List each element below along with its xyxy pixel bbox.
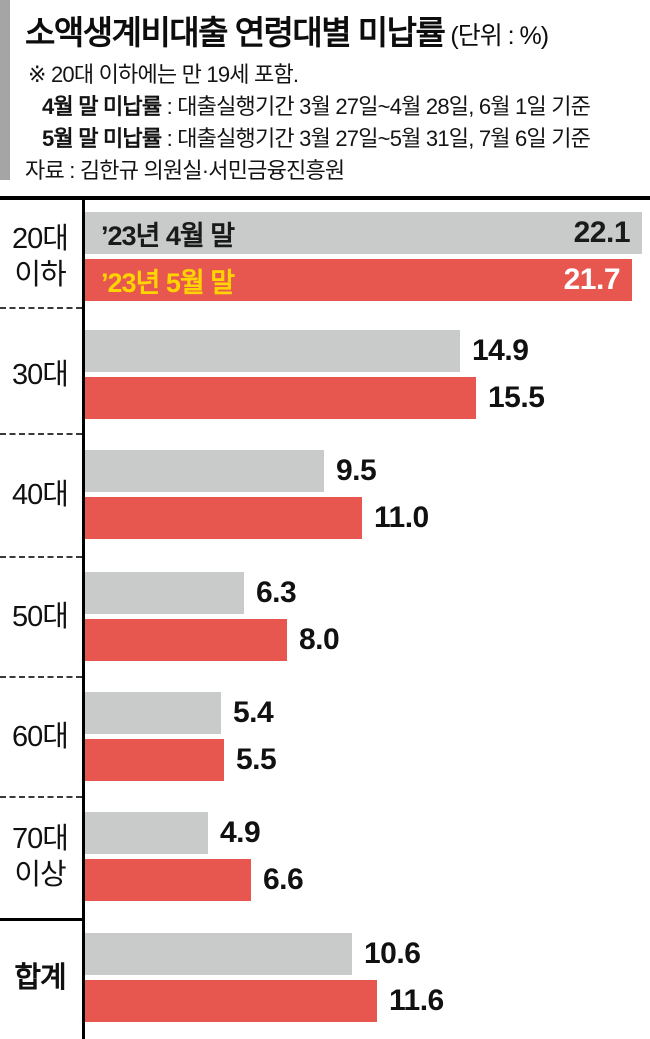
bar-april-1 xyxy=(85,330,460,372)
category-label-line: 60대 xyxy=(12,720,69,753)
header-left-accent-bar xyxy=(0,0,10,180)
category-label-line: 30대 xyxy=(12,358,69,391)
value-label: 21.7 xyxy=(563,263,621,296)
category-label-2: 40대 xyxy=(0,450,80,539)
value-label: 6.6 xyxy=(263,863,304,896)
bar-may-5 xyxy=(85,859,251,901)
footnote-april-text: : 대출실행기간 3월 27일~4월 28일, 6월 1일 기준 xyxy=(161,94,591,119)
bar-april-6 xyxy=(85,933,352,975)
legend-label-may: ’23년 5월 말 xyxy=(101,267,235,298)
bar-may-3 xyxy=(85,619,287,661)
category-label-1: 30대 xyxy=(0,330,80,419)
value-label: 15.5 xyxy=(488,381,545,414)
value-label: 11.0 xyxy=(374,501,429,534)
category-label-line: 50대 xyxy=(12,600,69,633)
footnote-may-definition: 5월 말 미납률 : 대출실행기간 3월 27일~5월 31일, 7월 6일 기… xyxy=(42,121,591,153)
chart-axis-line xyxy=(82,200,85,1039)
category-label-0: 20대 이하 xyxy=(0,212,80,301)
value-label: 11.6 xyxy=(389,984,444,1017)
footnote-may-lead: 5월 말 미납률 xyxy=(42,126,162,151)
value-label: 10.6 xyxy=(364,937,421,970)
footnote-april-definition: 4월 말 미납률 : 대출실행기간 3월 27일~4월 28일, 6월 1일 기… xyxy=(42,89,591,121)
footnote-april-lead: 4월 말 미납률 xyxy=(42,94,162,119)
bar-april-2 xyxy=(85,450,324,492)
title-line: 소액생계비대출 연령대별 미납률 (단위 : %) xyxy=(25,6,645,54)
bar-may-4 xyxy=(85,739,224,781)
value-label: 5.5 xyxy=(236,743,277,776)
category-label-3: 50대 xyxy=(0,572,80,661)
category-label-5: 70대 이상 xyxy=(0,812,80,901)
bar-april-4 xyxy=(85,692,221,734)
bar-april-3 xyxy=(85,572,244,614)
bar-may-6 xyxy=(85,980,377,1022)
value-label: 14.9 xyxy=(472,334,529,367)
category-label-line: 이하 xyxy=(14,258,66,291)
category-separator-line xyxy=(0,796,82,798)
footnote-age-inclusion: ※ 20대 이하에는 만 19세 포함. xyxy=(28,62,299,87)
category-label-line: 40대 xyxy=(12,478,69,511)
category-separator-line xyxy=(0,307,82,309)
category-separator-line xyxy=(0,433,82,435)
total-separator-line xyxy=(0,918,82,921)
legend-label-april: ’23년 4월 말 xyxy=(101,220,235,251)
bar-chart: 20대 이하 ’23년 4월 말 22.1 ’23년 5월 말 21.7 30대 14.9 15… xyxy=(0,196,650,1039)
value-label: 8.0 xyxy=(299,623,340,656)
category-separator-line xyxy=(0,556,82,558)
value-label: 5.4 xyxy=(233,696,274,729)
category-label-line: 이상 xyxy=(14,858,66,891)
category-label-line: 합계 xyxy=(14,961,66,994)
value-label: 4.9 xyxy=(220,816,261,849)
bar-may-0: ’23년 5월 말 21.7 xyxy=(85,259,632,301)
bar-may-1 xyxy=(85,377,476,419)
source-credit: 자료 : 김한규 의원실·서민금융진흥원 xyxy=(25,158,345,183)
bar-april-0: ’23년 4월 말 22.1 xyxy=(85,212,642,254)
unit-label: (단위 : %) xyxy=(450,22,549,50)
value-label: 22.1 xyxy=(573,216,631,249)
bar-april-5 xyxy=(85,812,208,854)
value-label: 6.3 xyxy=(256,576,297,609)
category-label-line: 20대 xyxy=(12,222,69,255)
category-separator-line xyxy=(0,676,82,678)
bar-may-2 xyxy=(85,497,362,539)
page-title: 소액생계비대출 연령대별 미납률 xyxy=(25,14,446,51)
category-label-4: 60대 xyxy=(0,692,80,781)
footnote-may-text: : 대출실행기간 3월 27일~5월 31일, 7월 6일 기준 xyxy=(161,126,591,151)
category-label-6: 합계 xyxy=(0,933,80,1022)
value-label: 9.5 xyxy=(336,454,377,487)
category-label-line: 70대 xyxy=(12,822,69,855)
